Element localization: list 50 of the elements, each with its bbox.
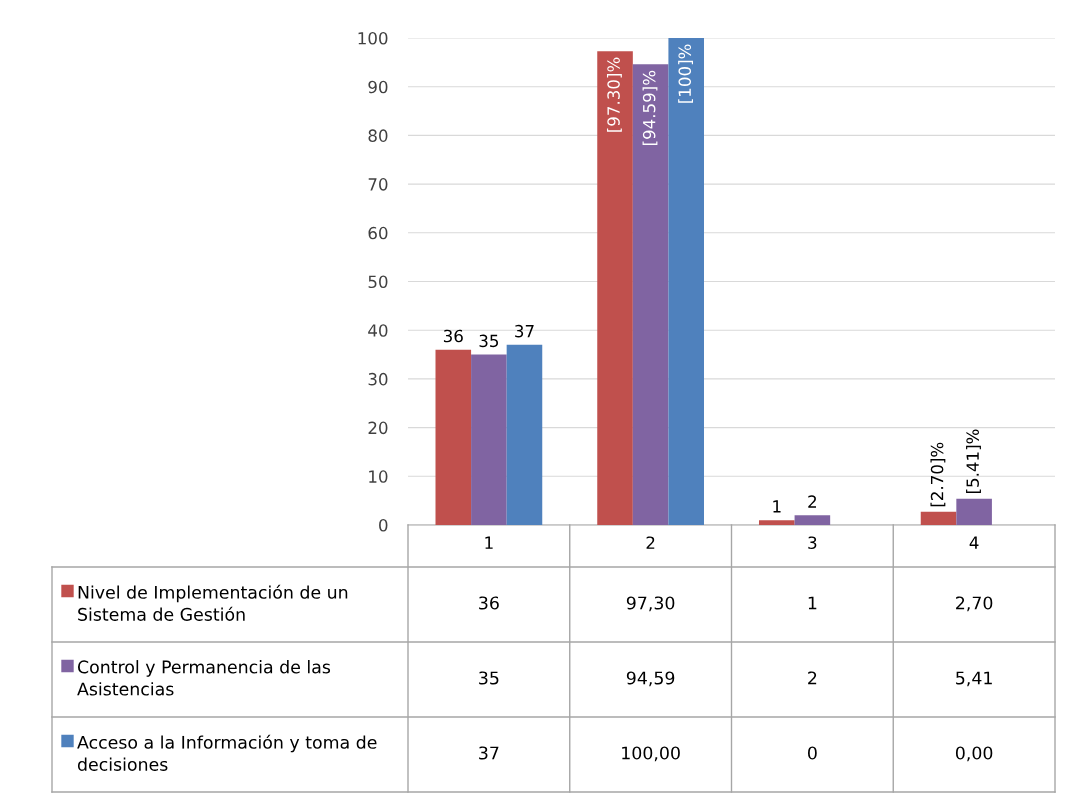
legend-label: Acceso a la Información y toma de decisiones bbox=[77, 734, 377, 771]
text: 2 bbox=[808, 671, 817, 685]
text: 94,59 bbox=[626, 671, 675, 687]
text: 100,00 bbox=[622, 746, 680, 762]
bar bbox=[920, 511, 957, 525]
y-tick-label: 10 bbox=[369, 470, 388, 483]
bar bbox=[668, 38, 704, 525]
y-tick-label: 0 bbox=[379, 518, 388, 532]
data-label: [97.30]% bbox=[606, 57, 622, 132]
bar bbox=[471, 354, 507, 525]
text: 97,30 bbox=[626, 596, 675, 612]
data-label: 1 bbox=[773, 500, 781, 513]
text: 0,00 bbox=[955, 746, 993, 762]
text: 37 bbox=[479, 746, 499, 760]
data-label: [94.59]% bbox=[642, 70, 658, 146]
bar bbox=[597, 51, 633, 525]
y-tick-label: 40 bbox=[368, 324, 388, 337]
data-label: 2 bbox=[808, 495, 817, 508]
y-tick-label: 70 bbox=[368, 178, 388, 191]
data-label: 37 bbox=[515, 324, 534, 338]
text: 1 bbox=[808, 596, 817, 610]
y-tick-label: 90 bbox=[368, 80, 388, 94]
bar bbox=[435, 349, 472, 525]
data-label: 36 bbox=[443, 329, 463, 343]
text: 36 bbox=[479, 596, 499, 610]
text: 0 bbox=[808, 746, 817, 760]
data-label: [2.70]% bbox=[930, 442, 946, 507]
x-tick-label: 3 bbox=[808, 536, 817, 550]
x-tick-label: 2 bbox=[646, 536, 655, 549]
text: 5,41 bbox=[956, 671, 992, 687]
data-label: [100]% bbox=[678, 44, 694, 103]
y-tick-label: 100 bbox=[358, 31, 388, 45]
legend-label: Control y Permanencia de las Asistencias bbox=[77, 660, 331, 696]
bar bbox=[956, 498, 992, 525]
data-label: 35 bbox=[479, 334, 499, 348]
y-tick-label: 80 bbox=[368, 129, 388, 142]
y-tick-label: 20 bbox=[368, 421, 388, 435]
x-tick-label: 1 bbox=[485, 536, 493, 549]
bar bbox=[794, 515, 831, 525]
y-tick-label: 60 bbox=[368, 226, 388, 240]
bar bbox=[506, 344, 543, 525]
text: 35 bbox=[479, 671, 499, 685]
y-tick-label: 50 bbox=[368, 275, 388, 289]
bar bbox=[632, 64, 669, 525]
data-label: [5.41]% bbox=[966, 429, 981, 494]
bar bbox=[759, 520, 795, 525]
x-tick-label: 4 bbox=[969, 536, 979, 549]
y-tick-label: 30 bbox=[368, 372, 388, 386]
text: 2,70 bbox=[956, 596, 993, 612]
legend-label: Nivel de Implementación de un Sistema de Gestión bbox=[78, 584, 348, 621]
